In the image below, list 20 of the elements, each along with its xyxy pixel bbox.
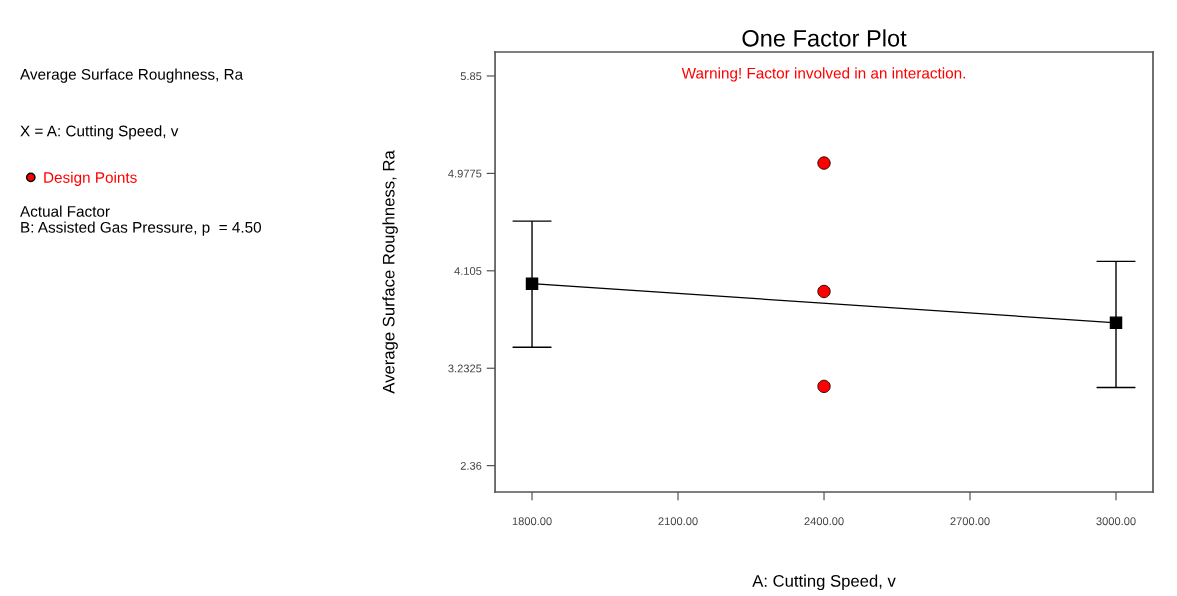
annotation: Warning! Factor involved in an interaction. [681,67,966,82]
y-axis-title: Average Surface Roughness, Ra [382,150,398,394]
x-tick-label: 2100.00 [658,517,698,526]
legend-label: Design Points [44,171,137,186]
chart-title: One Factor Plot [742,29,907,47]
point [1109,316,1123,329]
y-tick-label: 2.36 [460,461,482,470]
text: Average Surface Roughness, Ra [20,68,244,83]
y-tick-label: 4.9775 [448,169,482,178]
point [525,277,539,290]
x-tick-label: 2400.00 [804,517,844,526]
x-axis-title: A: Cutting Speed, v [752,574,896,591]
x-tick-label: 2700.00 [950,517,990,526]
y-tick-label: 4.105 [454,267,482,275]
y-tick-label: 3.2325 [448,364,482,373]
text: X = A: Cutting Speed, v [20,125,179,140]
x-tick-label: 1800.00 [512,517,552,526]
x-tick-label: 3000.00 [1096,517,1136,526]
text: Actual Factor B: Assisted Gas Pressure, p = 4.50 [20,205,262,236]
y-tick-label: 5.85 [460,72,482,81]
